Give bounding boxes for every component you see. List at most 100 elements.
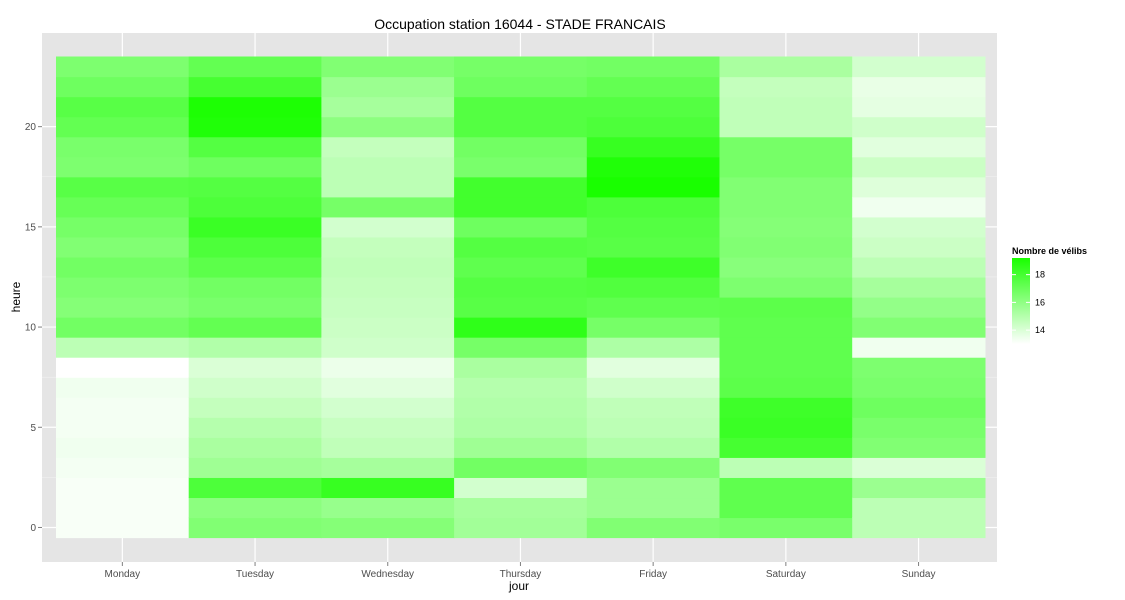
heatmap-cell — [188, 276, 322, 298]
heatmap-cell — [321, 236, 455, 258]
heatmap-cell — [56, 136, 190, 158]
heatmap-cell — [56, 96, 190, 118]
y-tick-label: 20 — [25, 122, 37, 133]
y-tick-label: 15 — [25, 222, 37, 233]
heatmap-cell — [56, 417, 190, 438]
heatmap-cell — [56, 457, 190, 478]
heatmap-cell — [586, 216, 721, 238]
heatmap-cell — [586, 116, 721, 138]
x-tick-label: Thursday — [500, 569, 542, 580]
heatmap-cell — [188, 377, 322, 398]
heatmap-cell — [188, 457, 322, 478]
heatmap-cell — [852, 337, 986, 358]
heatmap-cell — [586, 76, 721, 98]
heatmap-cell — [719, 457, 853, 478]
heatmap-cell — [56, 56, 190, 78]
heatmap-cell — [454, 397, 588, 418]
heatmap-cell — [719, 276, 853, 298]
heatmap-cell — [321, 317, 455, 338]
heatmap-cell — [852, 377, 986, 398]
heatmap-cell — [719, 56, 853, 78]
heatmap-cell — [586, 437, 721, 458]
heatmap-cell — [321, 276, 455, 298]
heatmap-cell — [586, 196, 721, 218]
y-tick-label: 5 — [30, 423, 36, 434]
heatmap-cell — [454, 256, 588, 278]
heatmap-cell — [454, 457, 588, 478]
heatmap-cell — [586, 297, 721, 318]
heatmap-cell — [852, 457, 986, 478]
heatmap-cell — [852, 297, 986, 318]
y-axis-title: heure — [9, 281, 23, 312]
heatmap-cell — [188, 76, 322, 98]
heatmap-cell — [188, 176, 322, 198]
heatmap-cell — [852, 176, 986, 198]
heatmap-cell — [321, 337, 455, 358]
heatmap-cell — [586, 96, 721, 118]
legend-title: Nombre de vélibs — [1012, 246, 1087, 256]
heatmap-cell — [852, 76, 986, 98]
heatmap-cell — [852, 196, 986, 218]
heatmap-cell — [321, 136, 455, 158]
heatmap-cell — [56, 276, 190, 298]
heatmap-cell — [719, 437, 853, 458]
heatmap-cell — [188, 317, 322, 338]
heatmap-cell — [188, 437, 322, 458]
heatmap-cell — [56, 196, 190, 218]
heatmap-cell — [852, 256, 986, 278]
heatmap-cell — [56, 256, 190, 278]
heatmap-cell — [852, 497, 986, 519]
heatmap-cell — [321, 96, 455, 118]
heatmap-cell — [321, 377, 455, 398]
heatmap-cell — [56, 337, 190, 358]
heatmap-cell — [719, 417, 853, 438]
heatmap-cell — [188, 56, 322, 78]
heatmap-cell — [188, 236, 322, 258]
heatmap-cell — [321, 357, 455, 378]
heatmap-cell — [586, 377, 721, 398]
heatmap-cell — [719, 357, 853, 378]
heatmap-cell — [321, 297, 455, 318]
heatmap-cell — [852, 417, 986, 438]
heatmap-cell — [586, 397, 721, 418]
heatmap-cell — [56, 116, 190, 138]
heatmap-cell — [56, 216, 190, 238]
heatmap-cell — [321, 116, 455, 138]
heatmap-cell — [586, 176, 721, 198]
heatmap-cell — [454, 297, 588, 318]
heatmap-cell — [454, 517, 588, 539]
heatmap-cell — [586, 517, 721, 539]
heatmap-cell — [454, 196, 588, 218]
heatmap-cell — [454, 276, 588, 298]
heatmap-cell — [852, 96, 986, 118]
x-tick-label: Sunday — [902, 569, 936, 580]
heatmap-cell — [719, 176, 853, 198]
heatmap-cell — [454, 96, 588, 118]
heatmap-cell — [454, 437, 588, 458]
heatmap-cell — [852, 56, 986, 78]
heatmap-cell — [852, 156, 986, 178]
x-tick-label: Friday — [639, 569, 667, 580]
heatmap-cell — [56, 297, 190, 318]
heatmap-cell — [321, 517, 455, 539]
heatmap-cell — [719, 317, 853, 338]
heatmap-cell — [454, 236, 588, 258]
heatmap-cell — [719, 96, 853, 118]
heatmap-cell — [454, 116, 588, 138]
heatmap-cell — [188, 357, 322, 378]
heatmap-cell — [586, 136, 721, 158]
heatmap-cell — [719, 256, 853, 278]
heatmap-cell — [321, 216, 455, 238]
heatmap-cells — [56, 56, 986, 539]
heatmap-cell — [719, 337, 853, 358]
x-tick-label: Monday — [105, 569, 141, 580]
heatmap-cell — [719, 116, 853, 138]
heatmap-cell — [188, 116, 322, 138]
heatmap-cell — [56, 377, 190, 398]
heatmap-cell — [56, 497, 190, 519]
heatmap-cell — [188, 196, 322, 218]
heatmap-cell — [321, 477, 455, 499]
y-tick-label: 0 — [30, 523, 36, 534]
heatmap-cell — [586, 256, 721, 278]
